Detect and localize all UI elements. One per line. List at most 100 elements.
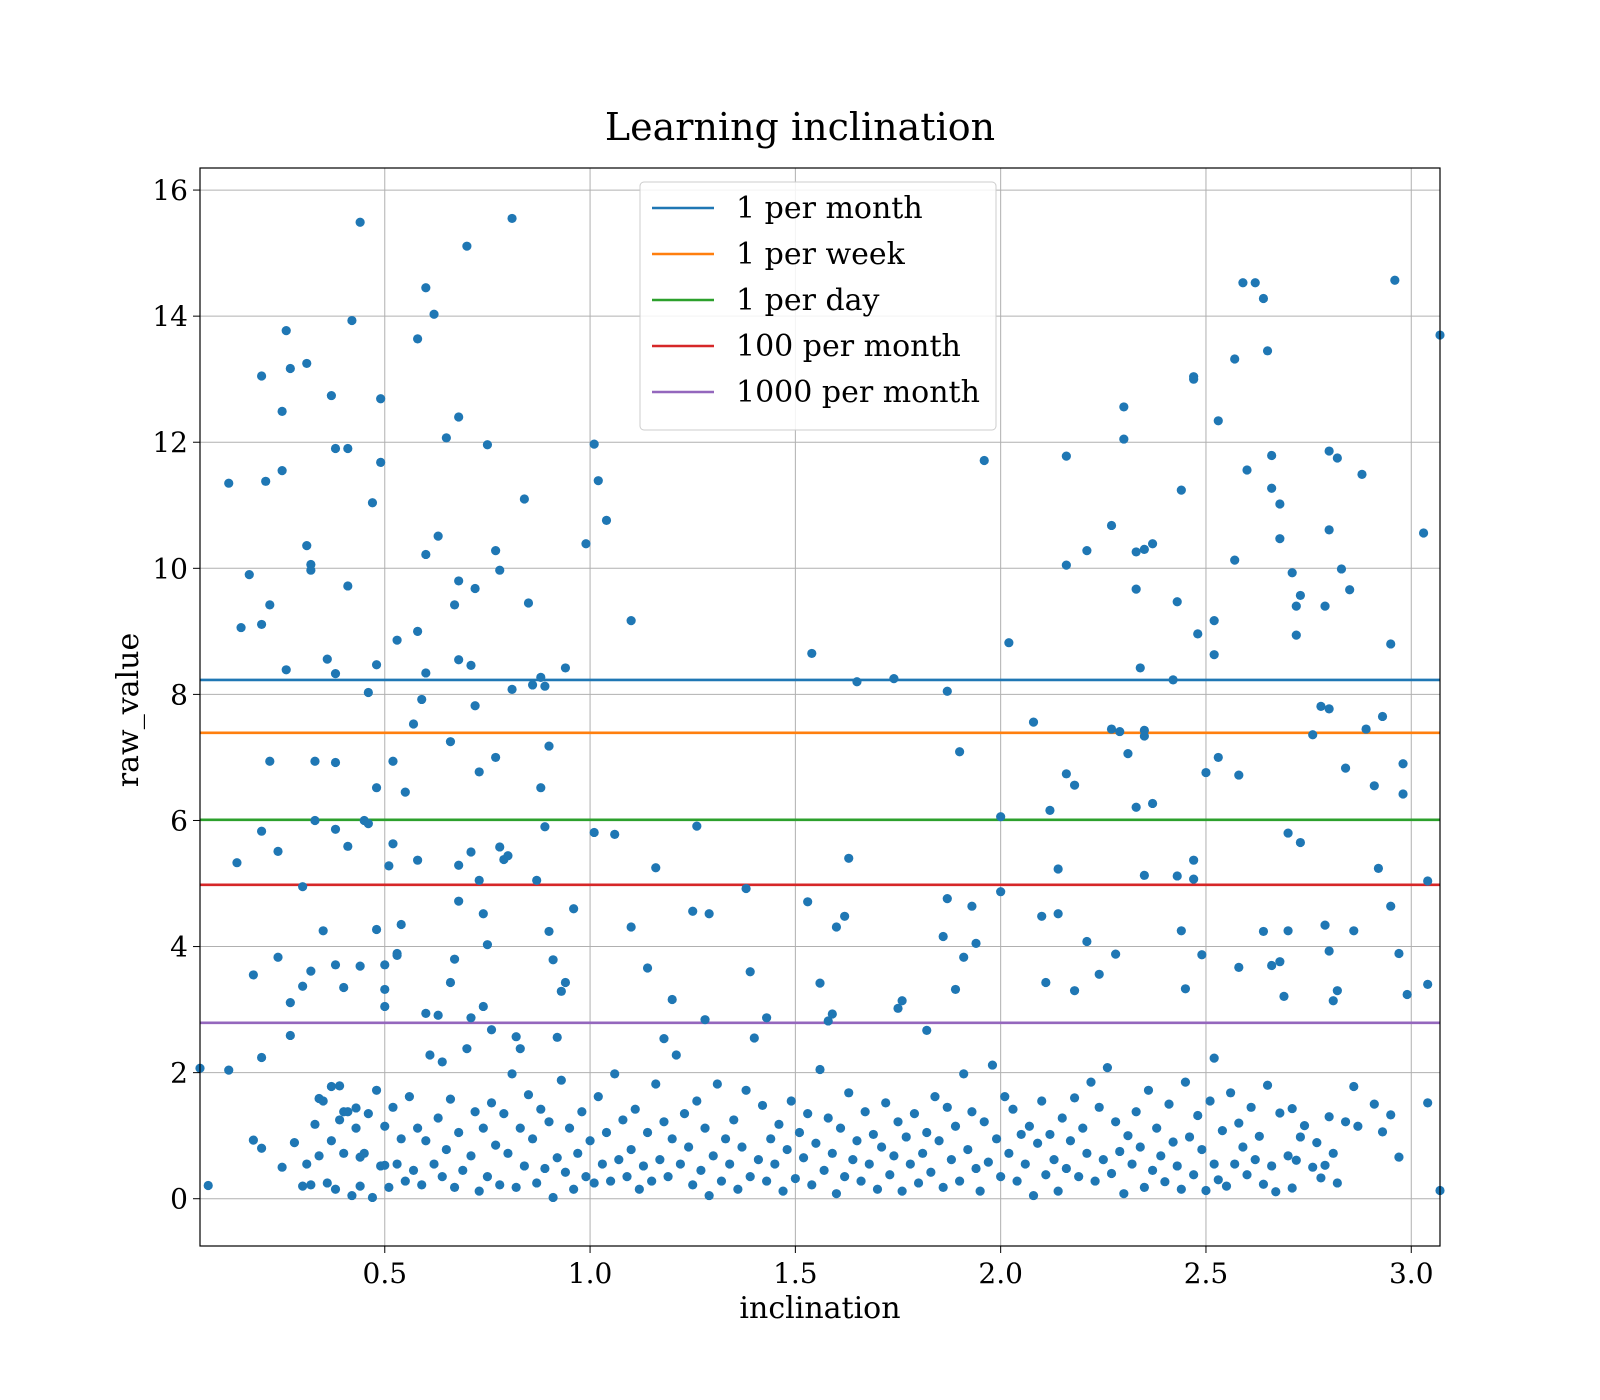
data-point	[1291, 601, 1301, 611]
data-point	[815, 978, 825, 988]
data-point	[745, 967, 755, 977]
data-point	[462, 241, 472, 251]
data-point	[544, 741, 554, 751]
data-point	[491, 752, 501, 763]
data-point	[720, 1134, 731, 1144]
data-point	[1234, 962, 1244, 972]
data-point	[203, 1180, 213, 1191]
data-point	[1016, 1129, 1026, 1140]
data-point	[285, 1030, 295, 1041]
y-tick-label: 16	[152, 174, 188, 207]
data-point	[729, 1115, 739, 1125]
data-point	[433, 1010, 443, 1020]
y-axis-ticks: 0 2 4 6 8 10 12 14 16	[152, 174, 200, 1216]
data-point	[1193, 629, 1203, 639]
data-point	[371, 1085, 382, 1095]
data-point	[700, 1015, 710, 1025]
data-point	[1119, 402, 1129, 412]
data-point	[823, 1113, 833, 1123]
data-point	[392, 950, 402, 960]
data-point	[688, 906, 698, 916]
data-point	[807, 648, 817, 659]
data-point	[478, 1001, 488, 1012]
data-point	[1340, 1117, 1351, 1127]
data-point	[819, 1165, 829, 1175]
data-point	[1246, 1102, 1256, 1112]
data-point	[371, 924, 382, 935]
data-point	[429, 1159, 439, 1169]
data-point	[380, 1001, 390, 1012]
data-point	[1041, 1170, 1051, 1180]
data-point	[1037, 911, 1047, 921]
data-point	[421, 549, 431, 560]
data-point	[396, 1134, 406, 1144]
data-point	[400, 1176, 410, 1186]
data-point	[1205, 1096, 1215, 1106]
data-point	[1176, 485, 1186, 495]
data-point	[1324, 525, 1334, 535]
data-point	[281, 326, 291, 336]
data-point	[474, 767, 484, 777]
data-point	[827, 1009, 837, 1019]
data-point	[1324, 946, 1334, 956]
data-point	[1106, 724, 1117, 734]
data-point	[560, 977, 571, 988]
legend-box	[639, 181, 997, 431]
data-point	[622, 1172, 632, 1182]
data-point	[581, 1172, 591, 1182]
x-tick-label: 1.5	[773, 1257, 818, 1290]
data-point	[421, 1136, 431, 1146]
data-point	[1082, 1148, 1092, 1158]
data-point	[314, 1151, 324, 1161]
data-point	[532, 875, 542, 885]
data-point	[996, 812, 1006, 822]
data-point	[918, 1148, 928, 1158]
data-point	[1328, 1148, 1338, 1158]
data-point	[413, 334, 423, 344]
data-point	[256, 826, 267, 836]
data-point	[642, 1127, 653, 1138]
data-point	[470, 701, 480, 711]
data-point	[1131, 584, 1141, 594]
data-point	[1098, 1155, 1108, 1165]
data-point	[889, 674, 899, 684]
data-point	[384, 861, 394, 871]
data-point	[745, 1172, 755, 1182]
data-point	[1250, 278, 1260, 288]
data-point	[482, 940, 493, 950]
data-point	[1242, 465, 1252, 475]
data-point	[1082, 936, 1092, 947]
data-point	[1176, 1184, 1186, 1194]
data-point	[897, 1186, 907, 1196]
data-point	[1106, 1168, 1117, 1179]
data-point	[593, 476, 603, 486]
data-point	[860, 1107, 870, 1117]
data-point	[967, 901, 977, 911]
data-point	[770, 1159, 780, 1169]
data-point	[712, 1079, 722, 1089]
data-point	[868, 1129, 878, 1140]
data-point	[634, 1184, 644, 1194]
data-point	[347, 1190, 357, 1201]
data-point	[1123, 749, 1133, 759]
data-point	[224, 478, 234, 488]
data-point	[942, 686, 952, 696]
data-point	[971, 938, 981, 949]
data-point	[1324, 446, 1334, 456]
data-point	[605, 1176, 616, 1186]
data-point	[1008, 1104, 1018, 1114]
data-point	[256, 619, 267, 630]
data-point	[573, 1148, 583, 1158]
data-point	[1332, 986, 1342, 996]
y-axis-label: raw_value	[111, 633, 146, 787]
data-point	[1189, 374, 1199, 384]
data-point	[852, 1136, 862, 1146]
data-point	[823, 1016, 833, 1026]
data-point	[1230, 555, 1240, 565]
data-point	[277, 1162, 287, 1172]
data-point	[589, 1178, 599, 1188]
data-point	[351, 1123, 361, 1133]
data-point	[1147, 798, 1158, 809]
data-point	[946, 1155, 956, 1165]
data-point	[433, 531, 443, 541]
